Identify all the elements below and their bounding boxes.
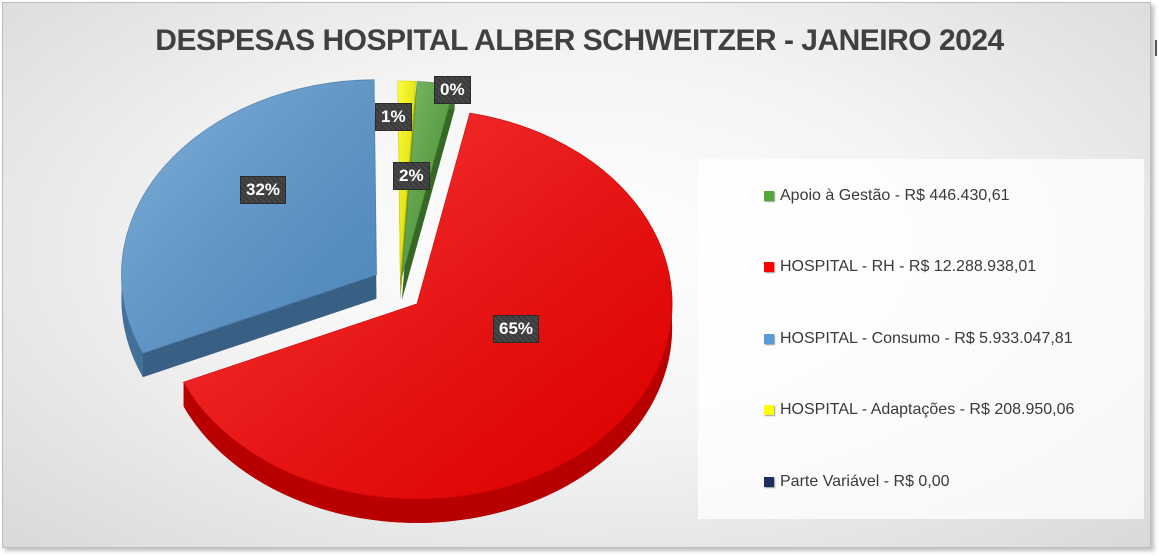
data-label-consumo: 32% [240,176,287,204]
legend-label-adaptacoes: HOSPITAL - Adaptações - R$ 208.950,06 [780,401,1075,418]
legend-label-apoio: Apoio à Gestão - R$ 446.430,61 [780,187,1010,204]
legend-label-consumo: HOSPITAL - Consumo - R$ 5.933.047,81 [780,330,1073,347]
chart-title: DESPESAS HOSPITAL ALBER SCHWEITZER - JAN… [155,24,1004,57]
frame-edge [1155,40,1157,56]
data-label-rh: 65% [493,315,540,343]
data-label-parte-variavel: 0% [434,76,471,104]
legend-swatch-rh [764,262,774,272]
pie-slice-shine-consumo [121,79,377,354]
legend-item-apoio: Apoio à Gestão - R$ 446.430,61 [764,185,1010,207]
legend-item-consumo: HOSPITAL - Consumo - R$ 5.933.047,81 [764,328,1073,350]
legend-swatch-apoio [764,191,774,201]
legend-item-rh: HOSPITAL - RH - R$ 12.288.938,01 [764,256,1036,278]
legend-item-adaptacoes: HOSPITAL - Adaptações - R$ 208.950,06 [764,399,1074,421]
legend-label-parte-variavel: Parte Variável - R$ 0,00 [780,473,950,490]
data-label-apoio: 2% [393,162,430,190]
legend-swatch-parte-variavel [764,477,774,487]
legend-swatch-adaptacoes [764,405,774,415]
legend-swatch-consumo [764,334,774,344]
pie-slice-shine-rh [183,113,673,499]
legend-item-parte-variavel: Parte Variável - R$ 0,00 [764,471,950,493]
data-label-adaptacoes: 1% [375,103,412,131]
legend: Apoio à Gestão - R$ 446.430,61 HOSPITAL … [698,159,1144,519]
legend-label-rh: HOSPITAL - RH - R$ 12.288.938,01 [780,258,1037,275]
